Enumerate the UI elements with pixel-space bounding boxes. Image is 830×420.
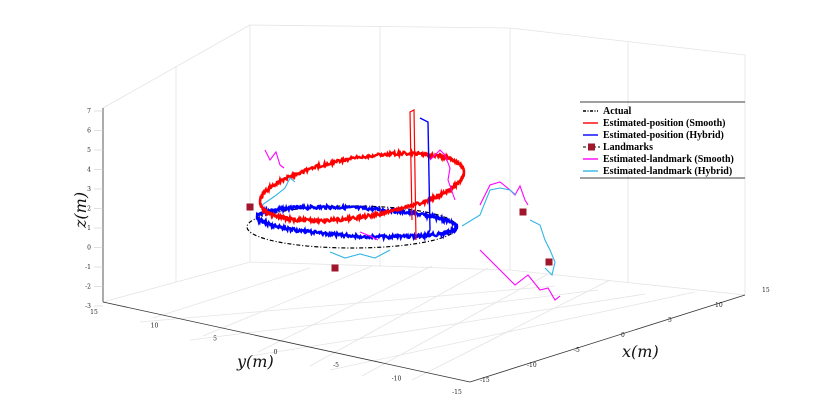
y-tick-label: -10 — [392, 376, 402, 383]
x-tick-label: -5 — [574, 347, 580, 354]
x-tick-label: 5 — [668, 317, 672, 324]
grid — [102, 24, 746, 381]
landmark-marker — [545, 258, 553, 266]
x-tick-label: 10 — [715, 302, 723, 309]
z-tick-label: 0 — [87, 245, 91, 252]
z-tick-label: 1 — [87, 225, 91, 232]
legend-entry: Estimated-landmark (Hybrid) — [603, 166, 732, 177]
z-tick-label: 5 — [87, 147, 91, 154]
series-landmarks — [246, 203, 553, 272]
legend-entry: Estimated-position (Smooth) — [603, 118, 726, 129]
y-tick-label: 10 — [151, 322, 159, 329]
y-tick-label: 15 — [90, 309, 98, 316]
y-axis-label: y(m) — [236, 352, 274, 371]
y-tick-label: -5 — [333, 362, 339, 369]
z-tick-label: 6 — [87, 128, 91, 135]
legend-entry: Estimated-position (Hybrid) — [603, 130, 724, 141]
x-axis-label: x(m) — [622, 342, 659, 361]
series-estimated-position-smooth-line — [258, 147, 466, 226]
series-estimated-position-hybrid-spike — [419, 117, 431, 239]
series-estimated-landmark-hybrid — [261, 177, 556, 277]
legend-entry: Estimated-landmark (Smooth) — [603, 154, 734, 165]
z-tick-label: 3 — [87, 186, 91, 193]
series-estimated-landmark-smooth — [264, 149, 561, 301]
y-tick-label: 5 — [213, 336, 217, 343]
z-tick-label: -1 — [85, 264, 91, 271]
z-axis-label: z(m) — [71, 192, 90, 229]
z-tick-label: 7 — [87, 108, 91, 115]
y-tick-label: 0 — [274, 349, 278, 356]
z-tick-label: -3 — [85, 303, 91, 310]
series-estimated-position-hybrid-line — [255, 202, 459, 243]
z-tick-label: -2 — [85, 284, 91, 291]
landmark-marker — [246, 203, 254, 211]
tick-labels: 76543210-1-2-3151050-5-10-15-15-10-50510… — [85, 108, 770, 396]
x-tick-label: -10 — [527, 362, 537, 369]
legend-entry: Landmarks — [603, 142, 653, 153]
series-estimated-position-smooth-spike — [409, 109, 417, 241]
legend-swatch-marker — [588, 143, 595, 151]
z-tick-label: 2 — [87, 206, 91, 213]
landmark-marker — [331, 264, 339, 272]
x-tick-label: -15 — [480, 377, 490, 384]
z-tick-label: 4 — [87, 167, 91, 174]
landmark-marker — [519, 208, 527, 216]
x-tick-label: 15 — [762, 287, 770, 294]
y-tick-label: -15 — [452, 389, 462, 396]
axes — [102, 108, 746, 383]
x-tick-label: 0 — [621, 332, 625, 339]
legend-entry: Actual — [603, 106, 632, 117]
